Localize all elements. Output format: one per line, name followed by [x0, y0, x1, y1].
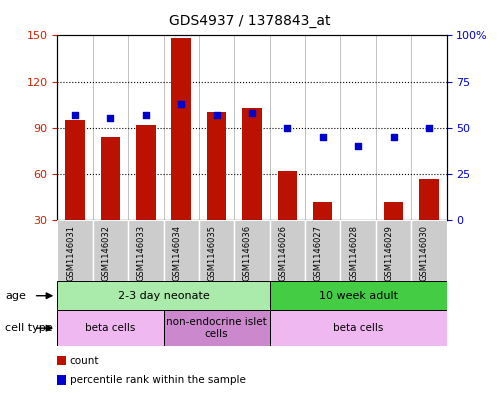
Text: GDS4937 / 1378843_at: GDS4937 / 1378843_at — [169, 14, 330, 28]
Bar — [313, 202, 332, 220]
Text: 2-3 day neonate: 2-3 day neonate — [118, 291, 210, 301]
Text: percentile rank within the sample: percentile rank within the sample — [70, 375, 246, 386]
Bar — [305, 220, 340, 281]
Bar — [57, 281, 269, 310]
Bar — [93, 220, 128, 281]
Point — [319, 134, 327, 140]
Text: age: age — [5, 291, 26, 301]
Bar — [269, 281, 447, 310]
Text: GSM1146035: GSM1146035 — [208, 225, 217, 281]
Bar — [376, 220, 411, 281]
Bar — [101, 137, 120, 220]
Text: GSM1146029: GSM1146029 — [385, 225, 394, 281]
Point — [425, 125, 433, 131]
Point — [177, 101, 185, 107]
Point — [390, 134, 398, 140]
Point — [142, 112, 150, 118]
Bar — [340, 220, 376, 281]
Text: GSM1146027: GSM1146027 — [314, 225, 323, 281]
Bar — [164, 310, 269, 346]
Point — [248, 110, 256, 116]
Point — [71, 112, 79, 118]
Point — [106, 116, 114, 122]
Bar — [277, 171, 297, 220]
Text: GSM1146036: GSM1146036 — [243, 225, 252, 281]
Bar — [384, 202, 403, 220]
Bar — [199, 220, 235, 281]
Point — [354, 143, 362, 149]
Text: count: count — [70, 356, 99, 366]
Bar — [269, 220, 305, 281]
Text: GSM1146032: GSM1146032 — [101, 225, 110, 281]
Text: cell type: cell type — [5, 323, 52, 333]
Text: GSM1146028: GSM1146028 — [349, 225, 358, 281]
Bar — [57, 310, 164, 346]
Bar — [269, 310, 447, 346]
Text: non-endocrine islet
cells: non-endocrine islet cells — [166, 318, 267, 339]
Text: GSM1146030: GSM1146030 — [420, 225, 429, 281]
Point — [283, 125, 291, 131]
Bar — [172, 39, 191, 220]
Bar — [243, 108, 261, 220]
Text: 10 week adult: 10 week adult — [319, 291, 398, 301]
Bar — [235, 220, 269, 281]
Bar — [57, 220, 93, 281]
Text: beta cells: beta cells — [333, 323, 383, 333]
Bar — [128, 220, 164, 281]
Bar — [65, 120, 85, 220]
Text: beta cells: beta cells — [85, 323, 136, 333]
Bar — [411, 220, 447, 281]
Bar — [136, 125, 156, 220]
Bar — [164, 220, 199, 281]
Text: GSM1146026: GSM1146026 — [278, 225, 287, 281]
Bar — [419, 178, 439, 220]
Text: GSM1146033: GSM1146033 — [137, 225, 146, 281]
Text: GSM1146031: GSM1146031 — [66, 225, 75, 281]
Bar — [207, 112, 227, 220]
Point — [213, 112, 221, 118]
Text: GSM1146034: GSM1146034 — [172, 225, 181, 281]
